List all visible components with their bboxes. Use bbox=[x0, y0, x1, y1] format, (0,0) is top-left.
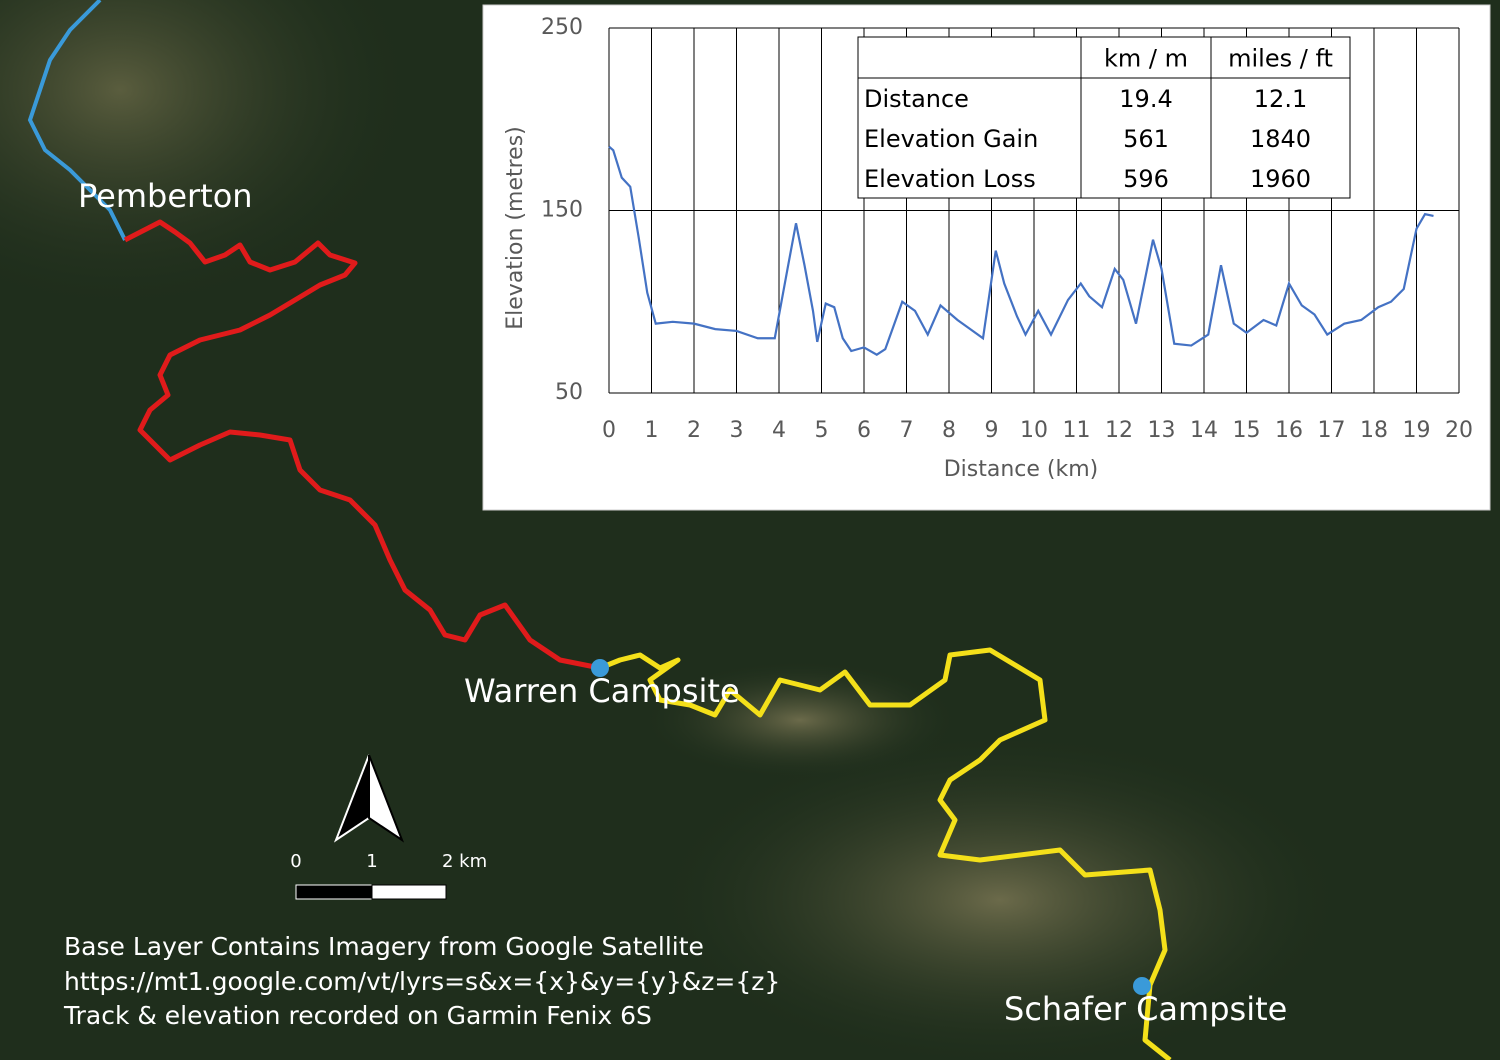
attribution: https://mt1.google.com/vt/lyrs=s&x={x}&y… bbox=[64, 967, 780, 996]
table-row-label: Distance bbox=[864, 85, 969, 113]
table-row-label: Elevation Loss bbox=[864, 165, 1036, 193]
x-tick-label: 19 bbox=[1403, 418, 1431, 443]
x-axis-title: Distance (km) bbox=[944, 457, 1099, 482]
table-background bbox=[857, 36, 1351, 199]
stats-table: km / m miles / ft Distance 19.4 12.1 Elevatio… bbox=[857, 36, 1351, 199]
table-cell: 1840 bbox=[1250, 125, 1311, 153]
x-tick-label: 16 bbox=[1275, 418, 1303, 443]
elevation-line bbox=[608, 145, 1434, 356]
x-tick-label: 20 bbox=[1445, 418, 1473, 443]
x-tick-label: 17 bbox=[1318, 418, 1346, 443]
scale-label: 0 bbox=[290, 851, 301, 872]
scale-bar bbox=[371, 884, 447, 900]
x-tick-label: 8 bbox=[942, 418, 956, 443]
farmland bbox=[650, 730, 1350, 1060]
x-tick-label: 11 bbox=[1063, 418, 1091, 443]
track-yellow bbox=[599, 647, 1172, 1060]
table-cell: 12.1 bbox=[1254, 85, 1307, 113]
x-tick-label: 1 bbox=[645, 418, 659, 443]
scale-label: 2 km bbox=[442, 851, 487, 872]
x-tick-label: 10 bbox=[1020, 418, 1048, 443]
table-cell: 596 bbox=[1123, 165, 1169, 193]
y-tick-label: 50 bbox=[555, 380, 583, 405]
scale-label: 1 bbox=[366, 851, 377, 872]
track-blue bbox=[27, 0, 127, 241]
table-header: miles / ft bbox=[1228, 45, 1333, 73]
x-tick-label: 12 bbox=[1105, 418, 1133, 443]
track-red bbox=[123, 219, 601, 671]
table-cell: 561 bbox=[1123, 125, 1169, 153]
campsite-marker bbox=[1133, 977, 1151, 995]
table-row-label: Elevation Gain bbox=[864, 125, 1038, 153]
x-tick-label: 7 bbox=[900, 418, 914, 443]
y-tick-label: 150 bbox=[541, 198, 583, 223]
attribution: Base Layer Contains Imagery from Google … bbox=[64, 932, 704, 961]
campsite-marker bbox=[591, 659, 609, 677]
x-tick-label: 5 bbox=[815, 418, 829, 443]
x-tick-label: 15 bbox=[1233, 418, 1261, 443]
place-label: Schafer Campsite bbox=[1004, 990, 1287, 1028]
y-axis-title: Elevation (metres) bbox=[503, 126, 528, 330]
x-tick-label: 13 bbox=[1148, 418, 1176, 443]
y-tick-label: 250 bbox=[541, 15, 583, 40]
attribution: Track & elevation recorded on Garmin Fen… bbox=[63, 1001, 652, 1030]
x-tick-label: 18 bbox=[1360, 418, 1388, 443]
x-tick-label: 0 bbox=[602, 418, 616, 443]
table-cell: 1960 bbox=[1250, 165, 1311, 193]
x-tick-label: 6 bbox=[857, 418, 871, 443]
farmland bbox=[640, 660, 960, 780]
place-label: Pemberton bbox=[78, 177, 253, 215]
x-tick-label: 3 bbox=[730, 418, 744, 443]
table-header: km / m bbox=[1104, 45, 1188, 73]
table-cell: 19.4 bbox=[1119, 85, 1172, 113]
elevation-chart: Distance (km) Elevation (metres) 5015025… bbox=[482, 4, 1491, 511]
x-tick-label: 4 bbox=[772, 418, 786, 443]
x-tick-label: 9 bbox=[985, 418, 999, 443]
place-label: Warren Campsite bbox=[464, 672, 740, 710]
north-arrow bbox=[333, 754, 405, 843]
x-tick-label: 14 bbox=[1190, 418, 1218, 443]
x-tick-label: 2 bbox=[687, 418, 701, 443]
scale-bar bbox=[295, 884, 373, 900]
